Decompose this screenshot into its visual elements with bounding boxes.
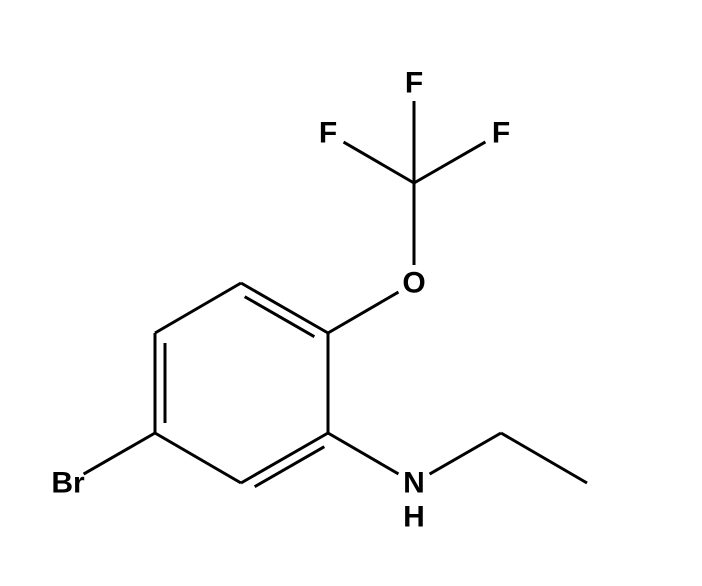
atom-label-f: F (405, 67, 423, 100)
atom-label-o: O (402, 267, 425, 300)
molecule-diagram: O F F F Br NH (0, 0, 702, 586)
atom-label-h: H (403, 501, 425, 534)
atom-label-br: Br (51, 467, 85, 500)
atom-label-f: F (492, 117, 510, 150)
atom-label-n: N (403, 467, 425, 500)
atom-label-f: F (319, 117, 337, 150)
